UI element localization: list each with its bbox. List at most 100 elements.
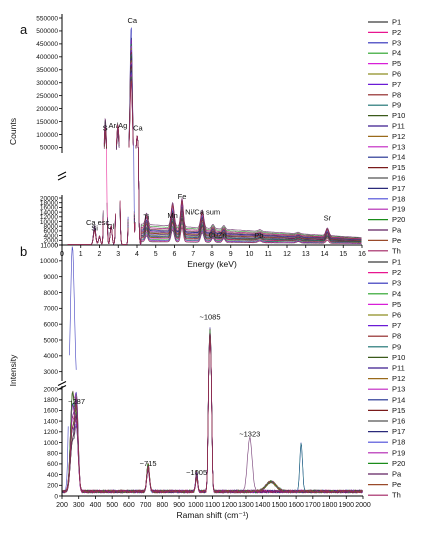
legend-label: P20 xyxy=(392,459,405,468)
legend-label: P4 xyxy=(392,49,401,58)
y-tick-label: 500000 xyxy=(36,28,58,35)
y-tick-label: 4000 xyxy=(44,353,59,360)
y-tick-label: 2000 xyxy=(44,386,59,393)
y-tick-label: 5000 xyxy=(44,337,59,344)
series-group xyxy=(67,27,362,246)
series-line-p14 xyxy=(67,64,362,245)
x-tick-label: 500 xyxy=(106,502,118,509)
legend-label: P5 xyxy=(392,300,401,309)
legend-label: Th xyxy=(392,246,401,255)
y-tick-label: 150000 xyxy=(36,119,58,126)
x-tick-label: 700 xyxy=(140,502,152,509)
y-tick-label: 1200 xyxy=(44,429,59,436)
legend-label: P16 xyxy=(392,417,405,426)
x-tick-label: 1200 xyxy=(221,502,237,509)
y-tick-label: 8000 xyxy=(44,290,59,297)
peak-annotation: S xyxy=(103,124,108,133)
x-tick-label: 14 xyxy=(321,251,329,258)
x-tick-label: 16 xyxy=(358,251,366,258)
legend-label: Pa xyxy=(392,226,402,235)
y-tick-label: 18000 xyxy=(40,200,58,207)
peak-annotation: ~1085 xyxy=(199,312,220,321)
x-tick-label: 1 xyxy=(79,251,83,258)
x-tick-label: 1300 xyxy=(238,502,254,509)
series-group xyxy=(62,246,363,494)
y-tick-label: 1800 xyxy=(44,397,59,404)
y-tick-label: 400000 xyxy=(36,54,58,61)
axis-break-mark xyxy=(57,175,67,181)
axis-break-mark xyxy=(57,381,67,386)
legend-label: P17 xyxy=(392,184,405,193)
series-line-p19 xyxy=(67,74,362,246)
legend-label: P11 xyxy=(392,122,405,131)
x-tick-label: 10 xyxy=(246,251,254,258)
legend-label: P10 xyxy=(392,353,405,362)
x-tick-label: 2 xyxy=(98,251,102,258)
series-line-th xyxy=(62,333,363,494)
series-line-p13 xyxy=(67,62,362,246)
legend-label: P7 xyxy=(392,80,401,89)
x-tick-label: 3 xyxy=(116,251,120,258)
x-tick-label: 600 xyxy=(123,502,135,509)
legend-label: P19 xyxy=(392,205,405,214)
legend-label: P18 xyxy=(392,438,405,447)
y-tick-label: 6000 xyxy=(44,228,59,235)
x-tick-label: 9 xyxy=(229,251,233,258)
legend-label: P15 xyxy=(392,163,405,172)
x-tick-label: 1600 xyxy=(288,502,304,509)
x-tick-label: 5 xyxy=(154,251,158,258)
x-tick-label: 15 xyxy=(339,251,347,258)
x-tick-label: 1000 xyxy=(188,502,204,509)
legend: P1P2P3P4P5P6P7P8P9P10P11P12P13P14P15P16P… xyxy=(368,258,405,500)
legend-label: P8 xyxy=(392,332,401,341)
x-axis-title: Energy (keV) xyxy=(187,259,237,269)
series-line-th xyxy=(67,82,362,245)
x-tick-label: 1900 xyxy=(338,502,354,509)
x-tick-label: 200 xyxy=(56,502,68,509)
y-tick-label: 3000 xyxy=(44,369,59,376)
legend-label: Pa xyxy=(392,470,402,479)
series-line-p11 xyxy=(67,58,362,246)
peak-annotation: CuZn xyxy=(208,231,226,240)
x-tick-label: 7 xyxy=(191,251,195,258)
y-tick-label: 0 xyxy=(54,242,58,249)
x-tick-label: 1800 xyxy=(322,502,338,509)
peak-annotation: Mn xyxy=(167,211,177,220)
axis-break-mark xyxy=(57,171,67,177)
x-tick-label: 1700 xyxy=(305,502,321,509)
y-tick-label: 350000 xyxy=(36,67,58,74)
peak-annotation: Ca xyxy=(128,16,138,25)
x-tick-label: 4 xyxy=(135,251,139,258)
y-tick-label: 400 xyxy=(47,472,58,479)
y-tick-label: 1000 xyxy=(44,440,59,447)
legend-label: Pe xyxy=(392,236,401,245)
y-tick-label: 8000 xyxy=(44,224,59,231)
x-tick-label: 13 xyxy=(302,251,310,258)
y-tick-label: 16000 xyxy=(40,205,58,212)
legend-label: P4 xyxy=(392,289,401,298)
series-line-pa xyxy=(67,78,362,246)
x-tick-label: 300 xyxy=(73,502,85,509)
legend-label: P6 xyxy=(392,70,401,79)
peak-annotation: ~1005 xyxy=(186,468,207,477)
peak-annotation: Ni/Ca sum xyxy=(185,207,220,216)
y-tick-label: 200000 xyxy=(36,106,58,113)
y-axis-title: Counts xyxy=(8,118,18,145)
legend-label: P20 xyxy=(392,215,405,224)
series-line-p16 xyxy=(67,68,362,245)
legend-label: P14 xyxy=(392,153,405,162)
y-tick-label: 1400 xyxy=(44,418,59,425)
x-axis-title: Raman shift (cm⁻¹) xyxy=(176,510,248,520)
series-line-p17 xyxy=(67,70,362,245)
peak-annotation: ~715 xyxy=(140,459,157,468)
legend-label: P3 xyxy=(392,38,401,47)
x-tick-label: 2000 xyxy=(355,502,371,509)
y-tick-label: 10000 xyxy=(40,258,58,265)
y-tick-label: 0 xyxy=(54,493,58,500)
peak-annotation: Ca esc xyxy=(86,218,110,227)
y-tick-label: 10000 xyxy=(40,219,58,226)
legend-label: P16 xyxy=(392,174,405,183)
legend-label: P17 xyxy=(392,427,405,436)
panel-label: a xyxy=(20,22,28,37)
